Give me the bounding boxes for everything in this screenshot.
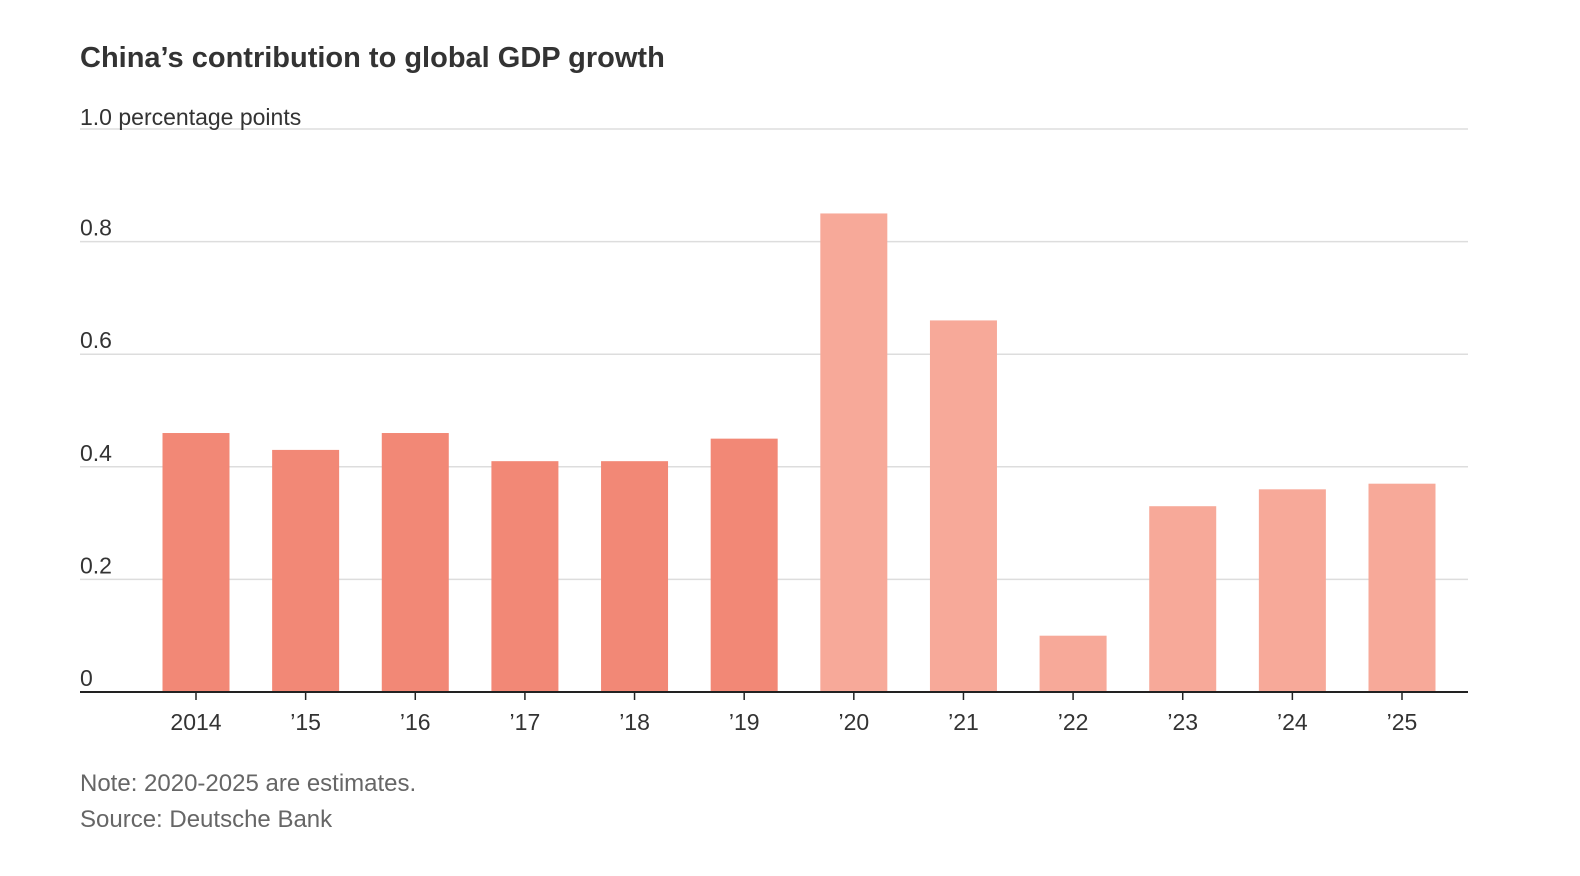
bars [162, 213, 1436, 692]
x-tick-label: 2014 [170, 709, 221, 735]
y-tick-label: 0.4 [80, 440, 112, 466]
y-tick-label: 0.2 [80, 552, 112, 578]
x-tick-label: ’15 [290, 709, 321, 735]
bar-9 [1039, 635, 1107, 692]
y-tick-label: 0.6 [80, 327, 112, 353]
chart-source: Source: Deutsche Bank [80, 806, 333, 833]
y-tick-label: 0 [80, 665, 93, 691]
chart-title: China’s contribution to global GDP growt… [80, 42, 665, 74]
x-tick-label: ’17 [510, 709, 541, 735]
bar-10 [1149, 506, 1217, 692]
bar-5 [601, 461, 669, 692]
x-tick-label: ’24 [1277, 709, 1308, 735]
x-tick-label: ’23 [1167, 709, 1198, 735]
x-tick-label: ’21 [948, 709, 979, 735]
chart-note: Note: 2020-2025 are estimates. [80, 770, 417, 797]
x-tick-label: ’25 [1387, 709, 1418, 735]
x-tick-label: ’22 [1058, 709, 1089, 735]
bar-8 [929, 320, 997, 692]
bar-3 [381, 433, 449, 692]
bar-2 [272, 449, 340, 692]
y-axis-unit-label: 1.0 percentage points [80, 104, 301, 130]
x-tick-label: ’16 [400, 709, 431, 735]
x-tick-label: ’20 [838, 709, 869, 735]
bar-4 [491, 461, 559, 692]
bar-11 [1258, 489, 1326, 692]
x-tick-label: ’19 [729, 709, 760, 735]
bar-6 [710, 438, 778, 692]
y-tick-label: 0.8 [80, 215, 112, 241]
bar-1 [162, 433, 230, 692]
bar-7 [820, 213, 888, 692]
bar-12 [1368, 483, 1436, 692]
axes: 2014 ’15 ’16 ’17 ’18 ’19 ’20 ’21 ’22 ’23 ’24 ’25 [80, 691, 1468, 735]
x-tick-label: ’18 [619, 709, 650, 735]
